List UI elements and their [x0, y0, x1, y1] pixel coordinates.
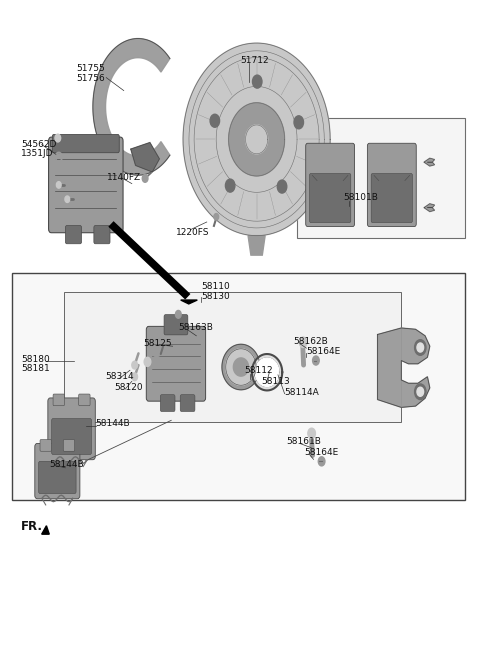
FancyBboxPatch shape: [48, 398, 96, 460]
FancyBboxPatch shape: [35, 443, 80, 499]
Circle shape: [144, 358, 151, 367]
Bar: [12, 273, 466, 501]
Polygon shape: [226, 349, 256, 385]
FancyBboxPatch shape: [371, 173, 412, 222]
Text: 1220FS: 1220FS: [176, 228, 209, 237]
Text: 58114A: 58114A: [285, 388, 319, 397]
Circle shape: [210, 114, 219, 127]
Polygon shape: [248, 236, 265, 255]
Polygon shape: [42, 525, 49, 534]
Polygon shape: [93, 39, 170, 175]
Text: 58112: 58112: [245, 367, 274, 375]
Text: 58144B: 58144B: [96, 419, 131, 428]
Circle shape: [294, 116, 303, 129]
Text: 1351JD: 1351JD: [21, 149, 53, 158]
FancyBboxPatch shape: [65, 226, 82, 244]
FancyBboxPatch shape: [79, 394, 90, 405]
Text: 58181: 58181: [22, 364, 50, 373]
Circle shape: [308, 428, 315, 439]
FancyBboxPatch shape: [52, 134, 119, 153]
Polygon shape: [233, 358, 249, 376]
Polygon shape: [378, 328, 430, 407]
Text: 58110
58130: 58110 58130: [201, 282, 230, 301]
Polygon shape: [228, 103, 285, 176]
Circle shape: [132, 373, 137, 380]
FancyBboxPatch shape: [164, 315, 188, 335]
Circle shape: [176, 310, 181, 318]
Text: 58161B: 58161B: [287, 438, 322, 446]
Circle shape: [56, 182, 61, 188]
FancyBboxPatch shape: [63, 440, 75, 451]
FancyBboxPatch shape: [38, 461, 76, 493]
FancyBboxPatch shape: [367, 143, 416, 226]
Text: 58125: 58125: [143, 339, 172, 348]
Polygon shape: [131, 142, 159, 172]
Text: 58314: 58314: [105, 373, 134, 381]
Polygon shape: [222, 344, 260, 390]
Circle shape: [417, 343, 424, 352]
Text: 58162B: 58162B: [293, 337, 328, 346]
Circle shape: [142, 174, 148, 182]
Circle shape: [415, 340, 426, 356]
Circle shape: [252, 75, 262, 88]
Circle shape: [55, 134, 60, 142]
Polygon shape: [424, 158, 434, 166]
Polygon shape: [424, 204, 434, 212]
Text: 54562D: 54562D: [21, 140, 56, 149]
Polygon shape: [252, 354, 282, 390]
FancyBboxPatch shape: [40, 440, 51, 451]
Circle shape: [214, 213, 219, 220]
Text: 58120: 58120: [115, 383, 144, 392]
Circle shape: [318, 457, 325, 466]
Circle shape: [417, 387, 424, 396]
FancyBboxPatch shape: [52, 419, 92, 455]
Bar: [297, 118, 466, 238]
Text: 58164E: 58164E: [304, 449, 339, 457]
FancyBboxPatch shape: [160, 395, 175, 411]
Text: 58164E: 58164E: [306, 347, 341, 356]
FancyBboxPatch shape: [180, 395, 195, 411]
Circle shape: [277, 180, 287, 193]
Text: 51712: 51712: [240, 56, 269, 64]
Text: FR.: FR.: [21, 520, 43, 533]
FancyBboxPatch shape: [306, 143, 355, 226]
Bar: [64, 292, 401, 422]
FancyBboxPatch shape: [146, 327, 205, 401]
Circle shape: [65, 196, 70, 203]
FancyBboxPatch shape: [48, 137, 123, 233]
Circle shape: [226, 179, 235, 192]
Circle shape: [300, 337, 307, 348]
Text: 1140FZ: 1140FZ: [107, 173, 141, 182]
Text: 58163B: 58163B: [179, 323, 213, 333]
Text: 58180: 58180: [22, 356, 50, 364]
Text: 58113: 58113: [261, 377, 290, 386]
Text: 58144B: 58144B: [49, 460, 84, 469]
Polygon shape: [255, 358, 279, 386]
Circle shape: [312, 356, 319, 365]
Circle shape: [132, 361, 137, 369]
Polygon shape: [246, 125, 268, 154]
Text: 51755
51756: 51755 51756: [76, 64, 105, 83]
Polygon shape: [183, 43, 330, 236]
FancyBboxPatch shape: [94, 226, 110, 244]
FancyBboxPatch shape: [310, 173, 351, 222]
Circle shape: [415, 384, 426, 400]
Text: 58101B: 58101B: [343, 194, 378, 203]
FancyBboxPatch shape: [53, 394, 64, 405]
Polygon shape: [180, 300, 197, 304]
